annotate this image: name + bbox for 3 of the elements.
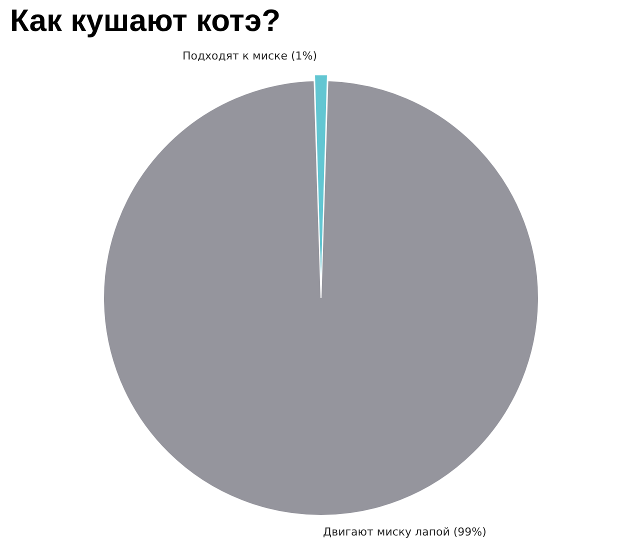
slice-label: Двигают миску лапой (99%) — [323, 525, 486, 538]
chart-title: Как кушают котэ? — [10, 2, 281, 40]
slice-label: Подходят к миске (1%) — [182, 49, 317, 62]
